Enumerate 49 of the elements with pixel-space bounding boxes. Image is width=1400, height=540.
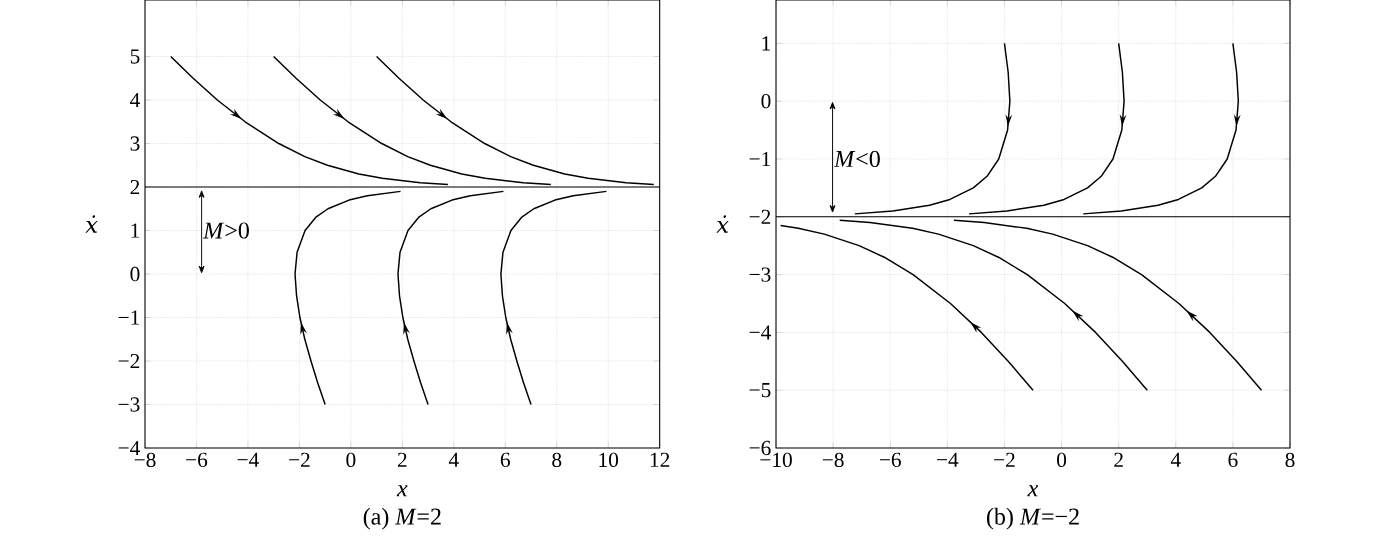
y-tick-label: −2 [749, 209, 771, 224]
y-tick-label: −2 [118, 353, 140, 369]
y-tick-label: 1 [762, 36, 771, 51]
x-tick-label: 4 [448, 452, 459, 467]
annotation: M<0 [833, 150, 880, 168]
x-tick-label: −4 [937, 452, 959, 467]
y-tick-label: −4 [749, 325, 771, 340]
text: (a) M=2 [363, 507, 441, 530]
line-series [397, 190, 505, 406]
y-tick-label: 3 [130, 136, 140, 151]
line-series [500, 190, 608, 406]
line-series [779, 224, 1034, 391]
x-tick-label: 0 [1057, 452, 1067, 468]
x-axis-title: x [396, 485, 408, 497]
x-tick-label: 0 [346, 452, 356, 468]
x-tick-label: 2 [397, 452, 407, 467]
x-tick-label: −2 [289, 452, 310, 467]
x-tick-label: −6 [186, 452, 208, 468]
x-tick-label: 6 [1228, 452, 1238, 468]
y-tick-label: −3 [749, 267, 771, 282]
x-tick-label: 8 [1285, 452, 1295, 468]
y-axis-title: ẋ [85, 215, 98, 233]
line-series [953, 219, 1263, 391]
y-tick-label: 0 [761, 93, 771, 109]
x-tick-label: 2 [1114, 452, 1123, 467]
y-tick-label: 2 [130, 179, 140, 195]
line-series [838, 219, 1148, 391]
x-tick-label: −6 [879, 452, 901, 468]
y-tick-label: −1 [749, 151, 771, 167]
y-tick-label: −1 [118, 310, 140, 325]
x-tick-label: 12 [650, 452, 670, 467]
y-tick-label: −3 [118, 397, 140, 412]
y-tick-label: 5 [130, 49, 140, 64]
text: (b) M=−2 [986, 507, 1079, 530]
line-series [294, 190, 402, 406]
x-tick-label: −2 [994, 452, 1015, 467]
y-tick-label: 1 [131, 223, 140, 238]
y-tick-label: −5 [749, 383, 771, 398]
annotation: M>0 [202, 222, 249, 239]
y-tick-label: 4 [130, 93, 140, 108]
x-tick-label: −4 [237, 452, 259, 467]
x-tick-label: 4 [1170, 452, 1181, 467]
x-axis-title: x [1027, 485, 1039, 497]
y-axis-title: ẋ [716, 215, 729, 233]
x-tick-label: 8 [552, 452, 562, 468]
x-tick-label: 10 [599, 452, 619, 468]
x-tick-label: 6 [500, 452, 510, 468]
x-tick-label: −8 [822, 452, 844, 468]
y-tick-label: 0 [130, 266, 140, 282]
